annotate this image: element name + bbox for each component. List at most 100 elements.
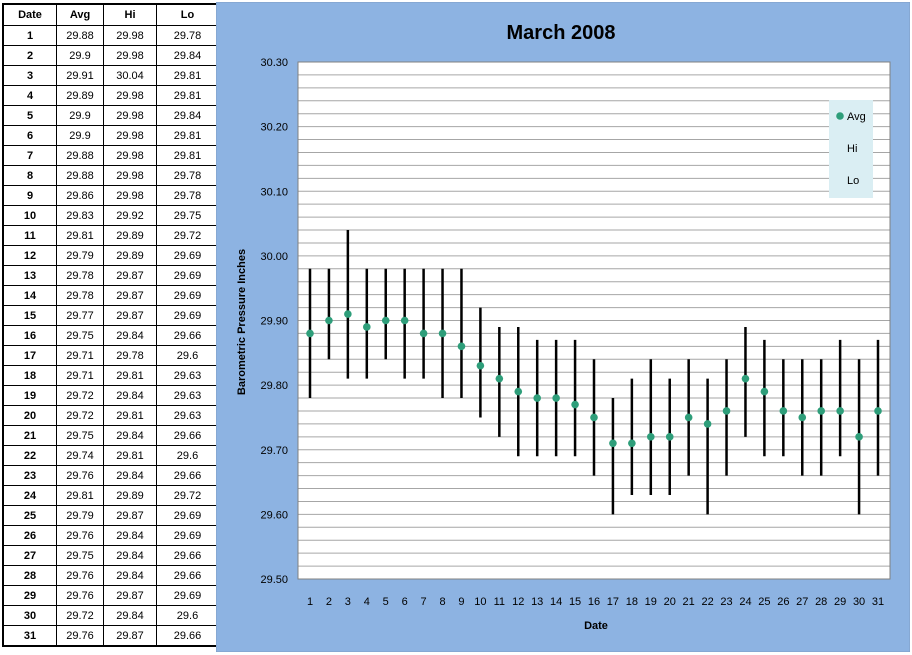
cell-lo: 29.78 [156, 25, 220, 46]
cell-avg: 29.72 [56, 405, 104, 426]
cell-hi: 29.87 [103, 265, 157, 286]
cell-avg: 29.91 [56, 65, 104, 86]
cell-date: 22 [2, 445, 57, 466]
avg-point [571, 400, 579, 409]
column-header-hi: Hi [103, 3, 157, 26]
avg-point [836, 407, 844, 415]
cell-hi: 29.98 [103, 85, 157, 106]
y-tick-label: 29.80 [260, 380, 288, 392]
cell-avg: 29.9 [56, 45, 104, 66]
cell-date: 10 [2, 205, 57, 226]
cell-avg: 29.71 [56, 365, 104, 386]
x-tick-label: 3 [345, 596, 351, 608]
data-table: Date Avg Hi Lo 1 29.88 29.98 29.78 2 29.9 29.9… [2, 3, 220, 647]
table-row: 1 29.88 29.98 29.78 [2, 25, 220, 46]
avg-point [344, 310, 352, 318]
cell-date: 15 [2, 305, 57, 326]
cell-hi: 29.87 [103, 625, 157, 647]
table-row: 18 29.71 29.81 29.63 [2, 365, 220, 386]
cell-date: 1 [2, 25, 57, 46]
cell-hi: 29.81 [103, 405, 157, 426]
y-tick-label: 30.30 [260, 57, 288, 69]
chart-svg: 29.50 29.60 29.70 29.80 29.90 30.00 30.10 30.20… [216, 2, 910, 652]
cell-lo: 29.6 [156, 445, 220, 466]
cell-lo: 29.66 [156, 625, 220, 647]
table-row: 22 29.74 29.81 29.6 [2, 445, 220, 466]
table-row: 11 29.81 29.89 29.72 [2, 225, 220, 246]
cell-avg: 29.86 [56, 185, 104, 206]
table-row: 13 29.78 29.87 29.69 [2, 265, 220, 286]
cell-lo: 29.6 [156, 605, 220, 626]
table-row: 29 29.76 29.87 29.69 [2, 585, 220, 606]
avg-point [647, 433, 655, 441]
cell-date: 11 [2, 225, 57, 246]
cell-lo: 29.69 [156, 305, 220, 326]
y-tick-label: 30.10 [260, 186, 288, 198]
column-header-lo: Lo [156, 3, 220, 26]
cell-hi: 29.89 [103, 485, 157, 506]
x-tick-label: 9 [458, 596, 464, 608]
x-tick-label: 27 [796, 596, 808, 608]
cell-lo: 29.66 [156, 545, 220, 566]
cell-date: 26 [2, 525, 57, 546]
x-tick-label: 11 [494, 596, 505, 608]
cell-lo: 29.66 [156, 325, 220, 346]
cell-lo: 29.81 [156, 145, 220, 166]
cell-hi: 29.84 [103, 605, 157, 626]
cell-hi: 29.84 [103, 425, 157, 446]
x-tick-label: 2 [326, 596, 332, 608]
x-tick-label: 4 [364, 596, 370, 608]
avg-point [855, 433, 863, 441]
table-row: 28 29.76 29.84 29.66 [2, 565, 220, 586]
cell-date: 20 [2, 405, 57, 426]
cell-lo: 29.81 [156, 65, 220, 86]
cell-avg: 29.79 [56, 505, 104, 526]
cell-lo: 29.69 [156, 245, 220, 266]
y-tick-label: 30.00 [260, 251, 288, 263]
cell-date: 4 [2, 85, 57, 106]
cell-avg: 29.88 [56, 165, 104, 186]
avg-point [457, 342, 466, 351]
cell-hi: 29.87 [103, 505, 157, 526]
table-row: 20 29.72 29.81 29.63 [2, 405, 220, 426]
cell-date: 7 [2, 145, 57, 166]
avg-point [306, 329, 314, 338]
cell-avg: 29.74 [56, 445, 104, 466]
avg-point [741, 374, 750, 383]
avg-point [779, 407, 788, 415]
table-row: 30 29.72 29.84 29.6 [2, 605, 220, 626]
cell-hi: 29.98 [103, 45, 157, 66]
x-tick-label: 14 [550, 596, 562, 608]
cell-date: 3 [2, 65, 57, 86]
avg-point [722, 407, 731, 415]
y-tick-label: 29.50 [260, 574, 288, 586]
cell-avg: 29.79 [56, 245, 104, 266]
x-tick-label: 30 [853, 596, 865, 608]
avg-point [476, 361, 485, 370]
table-row: 4 29.89 29.98 29.81 [2, 85, 220, 106]
cell-hi: 29.98 [103, 125, 157, 146]
cell-avg: 29.76 [56, 565, 104, 586]
legend-avg-label: Avg [847, 111, 866, 123]
cell-date: 21 [2, 425, 57, 446]
cell-date: 12 [2, 245, 57, 266]
cell-lo: 29.75 [156, 205, 220, 226]
cell-hi: 29.84 [103, 385, 157, 406]
cell-avg: 29.89 [56, 85, 104, 106]
x-tick-label: 28 [815, 596, 827, 608]
table-row: 5 29.9 29.98 29.84 [2, 105, 220, 126]
cell-hi: 29.84 [103, 465, 157, 486]
cell-avg: 29.76 [56, 625, 104, 647]
x-tick-label: 15 [569, 596, 581, 608]
cell-avg: 29.81 [56, 485, 104, 506]
cell-avg: 29.75 [56, 545, 104, 566]
table-row: 24 29.81 29.89 29.72 [2, 485, 220, 506]
avg-point [817, 407, 825, 415]
table-row: 2 29.9 29.98 29.84 [2, 45, 220, 66]
cell-lo: 29.69 [156, 525, 220, 546]
x-tick-label: 13 [531, 596, 543, 608]
cell-lo: 29.78 [156, 185, 220, 206]
y-tick-label: 30.20 [260, 122, 288, 134]
avg-point [495, 374, 504, 383]
cell-date: 5 [2, 105, 57, 126]
